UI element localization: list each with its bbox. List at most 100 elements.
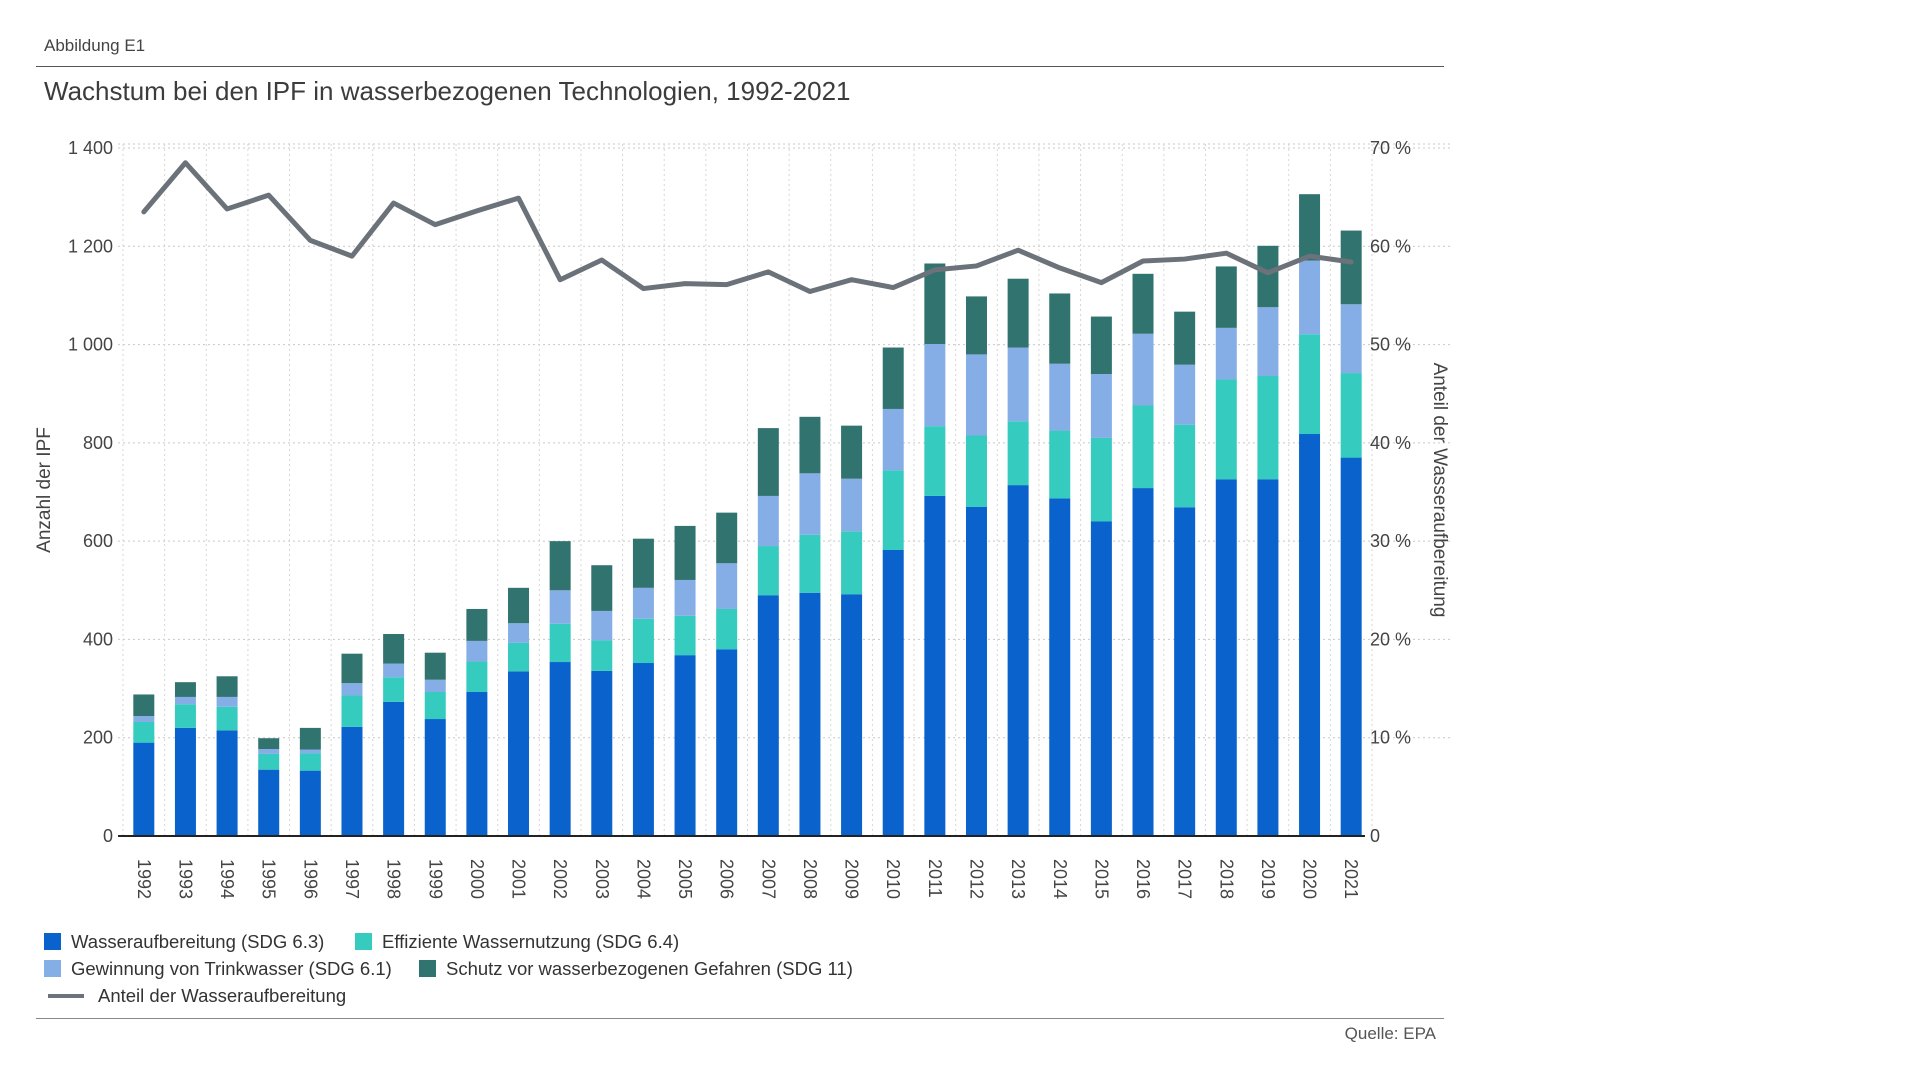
bar-segment-2019-s2 (1257, 307, 1278, 376)
bar-segment-1994-s0 (217, 730, 238, 836)
x-tick-label-2018: 2018 (1216, 859, 1236, 899)
legend-row: Gewinnung von Trinkwasser (SDG 6.1) Schu… (44, 955, 853, 982)
bar-segment-2020-s3 (1299, 194, 1320, 260)
legend-swatch (419, 960, 436, 977)
bar-segment-2013-s1 (1008, 421, 1029, 485)
bar-segment-2021-s0 (1341, 458, 1362, 836)
bar-segment-2010-s3 (883, 348, 904, 409)
bar-segment-1993-s1 (175, 704, 196, 728)
legend-swatch (44, 960, 61, 977)
bar-segment-2011-s1 (924, 426, 945, 496)
y-tick-label: 400 (83, 629, 113, 649)
bar-segment-1992-s2 (133, 716, 154, 722)
y2-tick-label: 50 % (1370, 335, 1411, 355)
bar-segment-2004-s0 (633, 663, 654, 836)
bar-segment-1998-s1 (383, 677, 404, 702)
bar-segment-2000-s1 (466, 662, 487, 692)
bar-segment-1994-s1 (217, 707, 238, 731)
bar-segment-1994-s2 (217, 697, 238, 707)
y2-tick-label: 30 % (1370, 531, 1411, 551)
x-tick-label-2005: 2005 (675, 859, 695, 899)
x-tick-label-1994: 1994 (217, 859, 237, 899)
bar-segment-1992-s0 (133, 743, 154, 836)
bar-segment-1992-s1 (133, 722, 154, 743)
bar-segment-2014-s3 (1049, 293, 1070, 363)
bar-segment-2016-s1 (1133, 406, 1154, 489)
bar-segment-2000-s0 (466, 692, 487, 836)
bar-segment-1998-s2 (383, 664, 404, 678)
bar-segment-2019-s0 (1257, 479, 1278, 836)
y-tick-label: 1 200 (68, 236, 113, 256)
bar-segment-2010-s2 (883, 409, 904, 470)
x-tick-label-2020: 2020 (1300, 859, 1320, 899)
bar-segment-2008-s3 (799, 417, 820, 474)
x-tick-label-2017: 2017 (1175, 859, 1195, 899)
y2-tick-label: 10 % (1370, 728, 1411, 748)
bar-segment-2021-s2 (1341, 304, 1362, 373)
bar-segment-2000-s2 (466, 641, 487, 662)
bar-segment-2016-s3 (1133, 274, 1154, 334)
bar-segment-2017-s2 (1174, 365, 1195, 425)
bar-segment-1997-s0 (341, 727, 362, 836)
bar-segment-2001-s1 (508, 643, 529, 672)
bar-segment-2012-s0 (966, 507, 987, 836)
legend-line-swatch (48, 994, 84, 998)
bar-segment-2004-s3 (633, 539, 654, 588)
y2-tick-label: 40 % (1370, 433, 1411, 453)
bar-segment-2012-s2 (966, 354, 987, 435)
line-anteil-wasseraufbereitung (144, 163, 1351, 292)
x-tick-label-2004: 2004 (633, 859, 653, 899)
x-tick-label-2002: 2002 (550, 859, 570, 899)
bar-segment-1993-s2 (175, 697, 196, 704)
source-note: Quelle: EPA (1345, 1024, 1436, 1044)
bar-segment-2011-s2 (924, 344, 945, 426)
bar-segment-2015-s3 (1091, 317, 1112, 374)
bar-segment-2014-s2 (1049, 364, 1070, 431)
bar-segment-2008-s1 (799, 535, 820, 593)
bar-segment-2020-s2 (1299, 261, 1320, 335)
y-tick-label: 800 (83, 433, 113, 453)
legend-item-anteil-line: Anteil der Wasseraufbereitung (44, 985, 346, 1007)
bar-segment-2000-s3 (466, 609, 487, 641)
bar-segment-1996-s3 (300, 728, 321, 750)
legend-swatch (44, 933, 61, 950)
bar-segment-1998-s3 (383, 634, 404, 663)
bar-segment-1993-s3 (175, 682, 196, 697)
bar-segment-1996-s1 (300, 753, 321, 770)
y-tick-label: 1 000 (68, 335, 113, 355)
bar-segment-2008-s0 (799, 593, 820, 836)
bar-segment-2003-s0 (591, 671, 612, 836)
bar-segment-2005-s2 (675, 580, 696, 616)
line-layer (144, 163, 1351, 292)
bar-segment-2007-s3 (758, 428, 779, 496)
legend-label: Effiziente Wassernutzung (SDG 6.4) (382, 931, 679, 953)
bar-segment-1999-s1 (425, 692, 446, 719)
y-tick-label: 600 (83, 531, 113, 551)
bar-segment-1996-s0 (300, 771, 321, 836)
bar-segment-2016-s0 (1133, 488, 1154, 836)
bar-segment-2012-s3 (966, 296, 987, 354)
bar-segment-2013-s2 (1008, 348, 1029, 422)
legend-swatch (355, 933, 372, 950)
bar-segment-2021-s1 (1341, 373, 1362, 458)
x-tick-label-1992: 1992 (134, 859, 154, 899)
x-tick-label-2000: 2000 (467, 859, 487, 899)
bar-segment-2007-s0 (758, 595, 779, 836)
x-tick-label-2016: 2016 (1133, 859, 1153, 899)
y2-tick-label: 70 % (1370, 138, 1411, 158)
legend-row: Anteil der Wasseraufbereitung (44, 982, 853, 1009)
y-tick-label: 1 400 (68, 138, 113, 158)
bar-segment-1995-s1 (258, 754, 279, 770)
x-tick-label-1993: 1993 (175, 859, 195, 899)
bar-segment-2003-s3 (591, 565, 612, 611)
legend: Wasseraufbereitung (SDG 6.3) Effiziente … (44, 928, 853, 1009)
bar-segment-2007-s1 (758, 546, 779, 595)
bar-segment-2012-s1 (966, 435, 987, 506)
legend-label: Gewinnung von Trinkwasser (SDG 6.1) (71, 958, 392, 980)
bar-segment-2019-s3 (1257, 246, 1278, 307)
bar-segment-2005-s1 (675, 616, 696, 655)
x-tick-label-1999: 1999 (425, 859, 445, 899)
bar-segment-2002-s2 (550, 590, 571, 623)
bar-segment-2015-s1 (1091, 438, 1112, 522)
bar-segment-2018-s3 (1216, 266, 1237, 327)
